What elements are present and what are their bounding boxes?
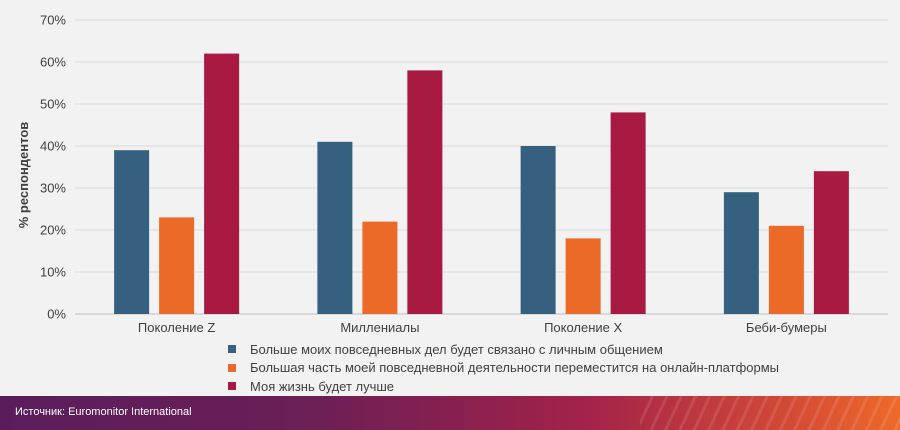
bar-series2-cat1 [407, 70, 443, 315]
y-axis-ticks: 0% 10% 20% 30% 40% 50% 60% 70% [40, 13, 66, 322]
y-tick-label: 60% [40, 55, 66, 70]
bar-series2-cat0 [204, 53, 240, 314]
legend-item-2: Моя жизнь будет лучше [228, 377, 779, 396]
bar-series2-cat2 [610, 112, 646, 315]
y-tick-label: 70% [40, 13, 66, 28]
y-tick-label: 40% [40, 139, 66, 154]
bar-chart: 0% 10% 20% 30% 40% 50% 60% 70% Поколение Z Милле… [16, 13, 888, 335]
bar-series2-cat3 [813, 171, 849, 314]
bar-series0-cat0 [114, 150, 150, 314]
bar-series0-cat3 [723, 192, 759, 314]
legend-item-0: Больше моих повседневных дел будет связа… [228, 340, 779, 359]
bar-series0-cat1 [317, 141, 353, 314]
legend-swatch-1 [228, 363, 236, 372]
category-label: Миллениалы [340, 320, 419, 335]
footer-decoration [640, 396, 900, 430]
bar-series1-cat3 [768, 225, 804, 314]
footer-banner: Источник: Euromonitor International [0, 396, 900, 430]
y-axis-label: % респондентов [16, 122, 31, 229]
gridlines [75, 19, 888, 315]
y-tick-label: 10% [40, 265, 66, 280]
category-label: Беби-бумеры [746, 320, 827, 335]
bar-series1-cat2 [565, 238, 601, 314]
y-tick-label: 20% [40, 223, 66, 238]
source-text: Источник: Euromonitor International [15, 406, 192, 418]
y-tick-label: 50% [40, 97, 66, 112]
y-tick-label: 0% [47, 307, 66, 322]
legend-label-0: Больше моих повседневных дел будет связа… [250, 341, 663, 357]
legend-label-1: Большая часть моей повседневной деятельн… [250, 360, 780, 376]
legend: Больше моих повседневных дел будет связа… [228, 340, 779, 396]
legend-label-2: Моя жизнь будет лучше [250, 378, 395, 394]
legend-swatch-2 [228, 382, 236, 391]
bar-series1-cat1 [362, 221, 398, 314]
legend-item-1: Большая часть моей повседневной деятельн… [228, 359, 779, 378]
category-label: Поколение Z [138, 320, 215, 335]
category-labels: Поколение Z Миллениалы Поколение X Беби-бум… [138, 320, 827, 335]
bar-series1-cat0 [159, 217, 195, 314]
bars [114, 53, 849, 315]
y-tick-label: 30% [40, 181, 66, 196]
legend-swatch-0 [228, 345, 236, 354]
bar-series0-cat2 [520, 146, 556, 314]
category-label: Поколение X [544, 320, 622, 335]
